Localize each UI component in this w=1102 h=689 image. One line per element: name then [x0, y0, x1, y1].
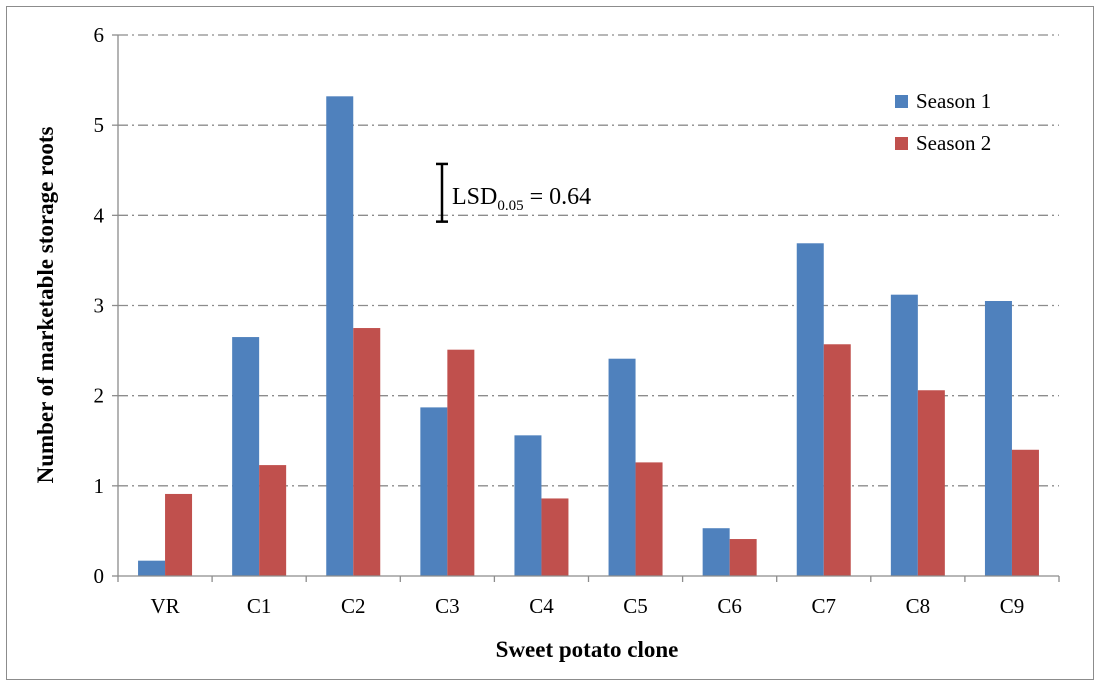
legend-swatch-season-2 [895, 137, 908, 150]
x-tick-label-c4: C4 [529, 594, 554, 618]
bar-c1-season-2 [259, 465, 287, 576]
y-tick-label: 0 [94, 564, 105, 588]
bar-c4-season-2 [541, 498, 569, 576]
x-tick-label-vr: VR [150, 594, 179, 618]
bar-vr-season-2 [165, 493, 193, 576]
bar-c8-season-2 [917, 390, 945, 576]
x-tick-label-c7: C7 [811, 594, 836, 618]
bar-c8-season-1 [890, 294, 918, 576]
bar-c9-season-1 [984, 300, 1012, 576]
bar-c7-season-1 [796, 243, 824, 576]
y-tick-label: 5 [94, 113, 105, 137]
y-tick-label: 6 [94, 23, 105, 47]
bars [138, 96, 1039, 577]
x-tick-label-c2: C2 [341, 594, 366, 618]
legend-swatch-season-1 [895, 95, 908, 108]
bar-c2-season-1 [326, 96, 354, 577]
y-tick-label: 3 [94, 294, 105, 318]
y-tick-label: 2 [94, 384, 105, 408]
legend-label-season-1: Season 1 [916, 89, 991, 113]
bar-c6-season-2 [729, 539, 757, 576]
x-axis-title: Sweet potato clone [496, 637, 679, 662]
legend: Season 1 Season 2 [895, 89, 991, 155]
x-tick-label-c3: C3 [435, 594, 460, 618]
axes [112, 34, 1060, 582]
bar-c1-season-1 [232, 337, 260, 576]
bar-c4-season-1 [514, 435, 542, 576]
lsd-annotation: LSD0.05 = 0.64 [436, 162, 591, 223]
bar-c6-season-1 [702, 528, 730, 576]
y-tick-labels: 0 1 2 3 4 5 6 [94, 23, 105, 588]
y-axis-title: Number of marketable storage roots [33, 127, 58, 484]
y-tick-label: 4 [94, 203, 105, 227]
bar-c5-season-1 [608, 358, 636, 576]
bar-c9-season-2 [1011, 449, 1039, 576]
bar-c3-season-2 [447, 349, 475, 576]
bar-c7-season-2 [823, 344, 851, 576]
bar-vr-season-1 [138, 560, 166, 576]
x-tick-label-c5: C5 [623, 594, 648, 618]
bar-c5-season-2 [635, 462, 663, 576]
x-tick-labels: VR C1 C2 C3 C4 C5 C6 C7 C8 C9 [150, 594, 1024, 618]
x-tick-label-c6: C6 [717, 594, 742, 618]
lsd-label: LSD0.05 = 0.64 [452, 184, 591, 214]
x-tick-label-c8: C8 [906, 594, 931, 618]
bar-c2-season-2 [353, 328, 381, 576]
bar-c3-season-1 [420, 407, 448, 576]
y-tick-label: 1 [94, 474, 105, 498]
x-tick-label-c1: C1 [247, 594, 272, 618]
legend-label-season-2: Season 2 [916, 131, 991, 155]
x-tick-label-c9: C9 [1000, 594, 1025, 618]
